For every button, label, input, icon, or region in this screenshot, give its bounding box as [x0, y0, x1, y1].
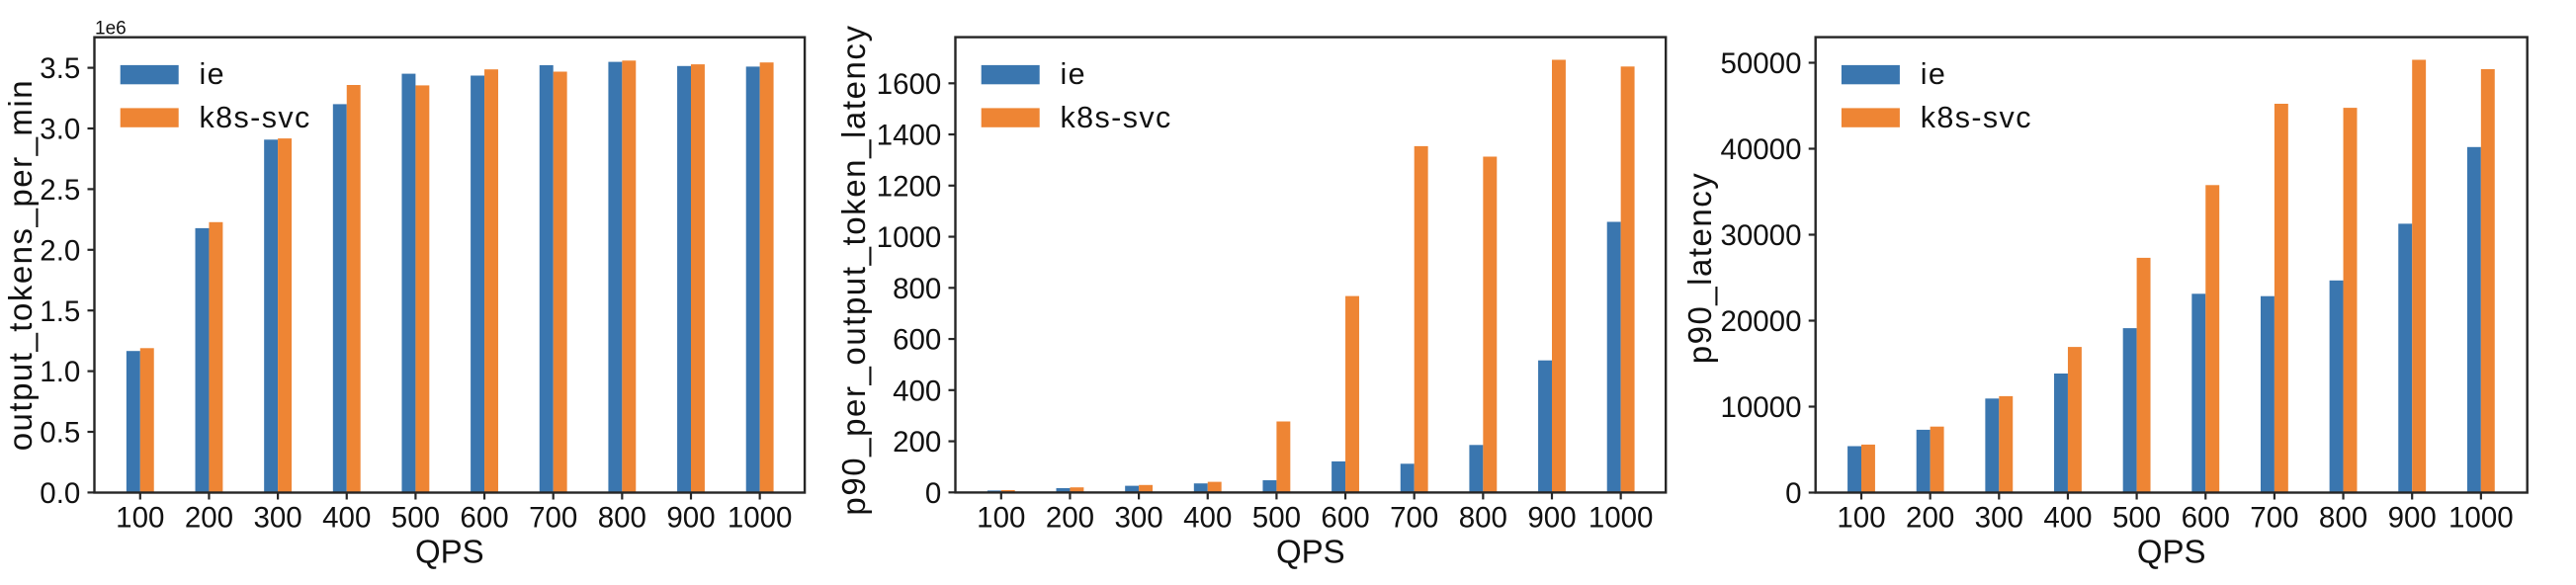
svg-text:1.0: 1.0	[40, 356, 80, 388]
svg-text:400: 400	[322, 502, 371, 535]
svg-text:900: 900	[666, 502, 715, 535]
svg-text:ie: ie	[200, 57, 226, 91]
svg-text:100: 100	[977, 502, 1025, 535]
svg-text:600: 600	[460, 502, 508, 535]
svg-text:600: 600	[1321, 502, 1369, 535]
svg-text:1000: 1000	[877, 221, 942, 254]
svg-text:400: 400	[893, 375, 941, 407]
svg-text:800: 800	[2319, 502, 2367, 535]
svg-text:1000: 1000	[728, 502, 793, 535]
svg-text:400: 400	[1183, 502, 1232, 535]
svg-text:2.0: 2.0	[40, 234, 80, 267]
svg-text:800: 800	[1459, 502, 1507, 535]
svg-text:700: 700	[1390, 502, 1438, 535]
svg-text:ie: ie	[1061, 57, 1087, 91]
svg-text:40000: 40000	[1720, 133, 1801, 166]
svg-text:p90_per_output_token_latency: p90_per_output_token_latency	[835, 24, 872, 515]
svg-text:700: 700	[2250, 502, 2298, 535]
svg-text:1000: 1000	[2448, 502, 2514, 535]
svg-text:30000: 30000	[1720, 219, 1801, 252]
svg-text:500: 500	[1252, 502, 1301, 535]
svg-text:1e6: 1e6	[95, 18, 127, 39]
svg-text:QPS: QPS	[1276, 533, 1345, 569]
svg-text:800: 800	[893, 273, 941, 305]
svg-text:p90_latency: p90_latency	[1681, 172, 1718, 364]
svg-text:600: 600	[2182, 502, 2230, 535]
svg-text:200: 200	[185, 502, 233, 535]
svg-text:500: 500	[2112, 502, 2161, 535]
svg-text:600: 600	[893, 324, 941, 357]
svg-text:10000: 10000	[1720, 391, 1801, 424]
svg-text:300: 300	[253, 502, 301, 535]
svg-text:0.0: 0.0	[40, 477, 80, 510]
svg-text:50000: 50000	[1720, 47, 1801, 80]
svg-text:2.5: 2.5	[40, 174, 80, 207]
svg-text:3.5: 3.5	[40, 52, 80, 85]
svg-text:100: 100	[116, 502, 164, 535]
svg-text:QPS: QPS	[2137, 533, 2206, 569]
svg-text:1000: 1000	[1589, 502, 1654, 535]
svg-text:ie: ie	[1921, 57, 1947, 91]
svg-text:k8s-svc: k8s-svc	[1061, 101, 1172, 134]
svg-text:100: 100	[1837, 502, 1885, 535]
svg-text:1600: 1600	[877, 68, 942, 101]
svg-text:1200: 1200	[877, 170, 942, 203]
svg-text:1.5: 1.5	[40, 295, 80, 328]
svg-text:800: 800	[598, 502, 646, 535]
svg-text:200: 200	[1046, 502, 1094, 535]
svg-text:QPS: QPS	[415, 533, 484, 569]
svg-text:900: 900	[1527, 502, 1576, 535]
svg-text:output_tokens_per_min: output_tokens_per_min	[2, 79, 39, 451]
svg-text:k8s-svc: k8s-svc	[1921, 101, 2032, 134]
svg-text:20000: 20000	[1720, 305, 1801, 338]
svg-text:k8s-svc: k8s-svc	[200, 101, 311, 134]
svg-text:400: 400	[2043, 502, 2092, 535]
svg-text:3.0: 3.0	[40, 114, 80, 146]
svg-text:900: 900	[2388, 502, 2437, 535]
svg-text:1400: 1400	[877, 120, 942, 152]
svg-text:200: 200	[893, 426, 941, 459]
svg-text:700: 700	[529, 502, 577, 535]
svg-text:0: 0	[1785, 477, 1801, 510]
svg-text:200: 200	[1906, 502, 1954, 535]
svg-text:500: 500	[391, 502, 440, 535]
svg-text:0.5: 0.5	[40, 417, 80, 450]
svg-text:0: 0	[925, 477, 941, 510]
svg-text:300: 300	[1975, 502, 2023, 535]
svg-text:300: 300	[1114, 502, 1162, 535]
